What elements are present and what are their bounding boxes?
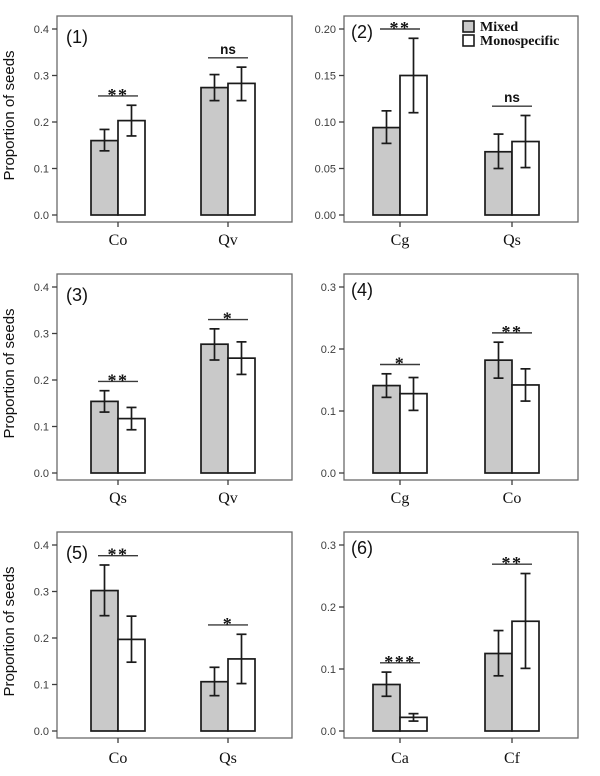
y-axis-tick-label: 0.20 <box>315 24 336 36</box>
y-axis-tick-label: 0.4 <box>34 540 49 552</box>
y-axis-tick-label: 0.3 <box>321 282 336 294</box>
y-axis-tick-label: 0.0 <box>321 468 336 480</box>
y-axis-tick-label: 0.2 <box>34 117 49 129</box>
bar-chart-panel-1: 0.0 0.1 0.2 0.3 0.4 Proportion of seeds (1) Co *… <box>1 15 293 249</box>
y-axis-tick-label: 0.1 <box>321 664 336 676</box>
bar-mixed <box>200 343 229 474</box>
y-axis-tick-label: 0.4 <box>34 24 49 36</box>
panel-4: 0.0 0.1 0.2 0.3 (4) Cg * Co ** <box>300 258 600 516</box>
significance-label: ns <box>504 90 520 105</box>
y-axis-tick-label: 0.1 <box>34 422 49 434</box>
y-axis-title: Proportion of seeds <box>1 50 18 180</box>
significance-label: ** <box>108 545 129 565</box>
category-label: Co <box>503 490 522 507</box>
bar-chart-panel-3: 0.0 0.1 0.2 0.3 0.4 Proportion of seeds (3) Qs *… <box>1 273 293 507</box>
panel-2: 0.00 0.05 0.10 0.15 0.20 (2) Cg ** Qs ns Mixed Mono… <box>300 0 600 258</box>
category-label: Qv <box>218 232 238 249</box>
y-axis-tick-label: 0.3 <box>321 540 336 552</box>
category-label: Qv <box>218 490 238 507</box>
bar-chart-panel-2: 0.00 0.05 0.10 0.15 0.20 (2) Cg ** Qs ns MixedMono… <box>315 15 579 249</box>
category-label: Qs <box>109 490 127 507</box>
y-axis-tick-label: 0.2 <box>34 633 49 645</box>
panel-1: 0.0 0.1 0.2 0.3 0.4 Proportion of seeds (1) Co *… <box>0 0 300 258</box>
y-axis-tick-label: 0.3 <box>34 71 49 83</box>
bar-chart-panel-4: 0.0 0.1 0.2 0.3 (4) Cg * Co ** <box>321 273 579 507</box>
significance-label: *** <box>384 652 416 672</box>
bar-mixed <box>200 86 229 216</box>
y-axis-tick-label: 0.2 <box>34 375 49 387</box>
category-label: Qs <box>503 232 521 249</box>
significance-label: * <box>395 354 406 374</box>
y-axis-tick-label: 0.4 <box>34 282 49 294</box>
y-axis-title: Proportion of seeds <box>1 308 18 438</box>
category-label: Cg <box>391 490 410 507</box>
panel-number-label: (4) <box>351 280 373 300</box>
legend-swatch-mixed <box>462 20 475 33</box>
y-axis-tick-label: 0.0 <box>34 726 49 738</box>
y-axis-title: Proportion of seeds <box>1 566 18 696</box>
significance-label: ** <box>502 553 523 573</box>
category-label: Co <box>109 232 128 249</box>
y-axis-tick-label: 0.1 <box>34 680 49 692</box>
y-axis-tick-label: 0.2 <box>321 344 336 356</box>
y-axis-tick-label: 0.1 <box>321 406 336 418</box>
significance-label: * <box>223 614 234 634</box>
panel-number-label: (1) <box>66 27 88 47</box>
significance-label: ** <box>390 18 411 38</box>
y-axis-tick-label: 0.10 <box>315 117 336 129</box>
panel-number-label: (3) <box>66 285 88 305</box>
bar-mixed <box>90 139 119 216</box>
bar-monospecific <box>227 82 256 216</box>
category-label: Qs <box>219 750 237 767</box>
bar-chart-panel-5: 0.0 0.1 0.2 0.3 0.4 Proportion of seeds (5) Co *… <box>1 531 293 767</box>
bar-mixed <box>90 400 119 474</box>
significance-label: ** <box>108 370 129 390</box>
bar-chart-panel-6: 0.0 0.1 0.2 0.3 (6) Ca *** Cf ** <box>321 531 579 767</box>
significance-label: ** <box>108 85 129 105</box>
panel-3: 0.0 0.1 0.2 0.3 0.4 Proportion of seeds (3) Qs *… <box>0 258 300 516</box>
legend-label: Mixed <box>480 20 518 35</box>
y-axis-tick-label: 0.15 <box>315 71 336 83</box>
bar-mixed <box>372 384 401 474</box>
y-axis-tick-label: 0.00 <box>315 210 336 222</box>
significance-label: ** <box>502 322 523 342</box>
category-label: Cg <box>391 232 410 249</box>
legend-label: Monospecific <box>480 34 559 49</box>
category-label: Cf <box>504 750 521 767</box>
bar-monospecific <box>227 357 256 474</box>
y-axis-tick-label: 0.0 <box>321 726 336 738</box>
panel-5: 0.0 0.1 0.2 0.3 0.4 Proportion of seeds (5) Co *… <box>0 516 300 776</box>
panel-number-label: (6) <box>351 538 373 558</box>
category-label: Co <box>109 750 128 767</box>
legend-swatch-monospecific <box>462 34 475 47</box>
y-axis-tick-label: 0.0 <box>34 468 49 480</box>
significance-label: * <box>223 309 234 329</box>
category-label: Ca <box>391 750 409 767</box>
y-axis-tick-label: 0.3 <box>34 329 49 341</box>
panel-number-label: (2) <box>351 22 373 42</box>
y-axis-tick-label: 0.1 <box>34 164 49 176</box>
significance-label: ns <box>220 42 236 57</box>
y-axis-tick-label: 0.2 <box>321 602 336 614</box>
y-axis-tick-label: 0.05 <box>315 164 336 176</box>
panel-number-label: (5) <box>66 543 88 563</box>
y-axis-tick-label: 0.0 <box>34 210 49 222</box>
y-axis-tick-label: 0.3 <box>34 587 49 599</box>
panel-6: 0.0 0.1 0.2 0.3 (6) Ca *** Cf ** <box>300 516 600 776</box>
